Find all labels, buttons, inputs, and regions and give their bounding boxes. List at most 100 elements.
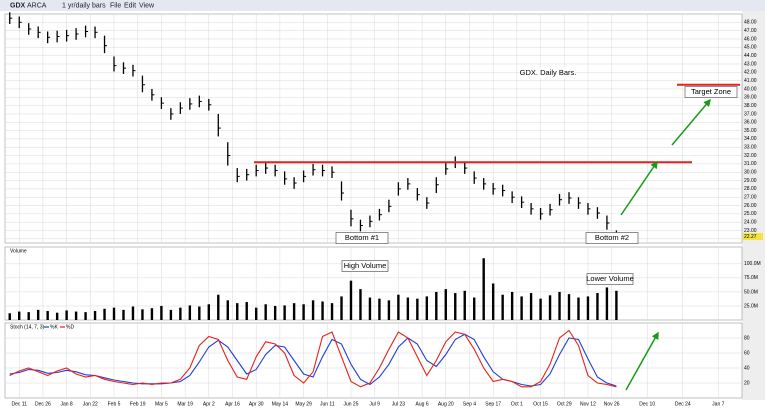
exchange-menu[interactable]: ARCA — [27, 2, 47, 9]
volume-bar — [188, 305, 192, 320]
x-tick-label: Jul 9 — [369, 401, 380, 407]
x-tick-label: Jan 8 — [60, 401, 72, 407]
y-tick-label: 20 — [744, 380, 750, 386]
x-tick-label: Nov 12 — [580, 401, 596, 407]
arrow — [625, 331, 659, 391]
volume-bar — [577, 297, 580, 320]
volume-bar — [586, 296, 590, 320]
annotation-box — [585, 232, 639, 244]
y-tick-label: 27.00 — [744, 195, 757, 201]
annotation: Lower Volume — [586, 274, 634, 283]
volume-bar — [529, 293, 533, 320]
volume-bar — [558, 291, 561, 320]
volume-bar — [387, 300, 391, 320]
last-price: 22.27 — [744, 234, 757, 240]
stoch-line — [9, 329, 617, 388]
volume-bar — [150, 308, 154, 320]
volume-bar — [198, 306, 201, 320]
volume-bar — [311, 300, 315, 320]
annotation-box — [684, 86, 738, 98]
x-tick-label: Sep 17 — [485, 401, 501, 407]
toolbar-items: GDX ARCA 1 yr/daily bars File Edit View — [10, 2, 155, 9]
x-tick-label: Feb 5 — [108, 401, 121, 407]
x-tick-label: Aug 20 — [438, 401, 454, 407]
symbol-menu[interactable]: GDX — [10, 2, 26, 9]
y-tick-label: 75.0M — [744, 275, 758, 281]
volume-bar — [444, 289, 447, 320]
volume-bar — [169, 309, 173, 320]
stoch-line — [9, 333, 617, 387]
y-tick-label: 80 — [744, 335, 750, 341]
arrow — [671, 98, 711, 146]
y-tick-label: 50.0M — [744, 289, 758, 295]
volume-bar — [425, 296, 429, 320]
x-tick-label: Oct 1 — [511, 401, 523, 407]
volume-bar — [454, 293, 457, 320]
volume-bar — [179, 307, 182, 320]
x-tick-label: Oct 29 — [557, 401, 572, 407]
volume-bar — [122, 309, 125, 320]
volume-bar — [368, 297, 372, 320]
x-tick-label: Jan 7 — [712, 401, 724, 407]
volume-bar — [330, 303, 334, 320]
x-tick-label: Apr 30 — [249, 401, 264, 407]
x-tick-label: May 29 — [295, 401, 312, 407]
volume-bar — [46, 311, 49, 320]
y-tick-label: 29.00 — [744, 178, 757, 184]
volume-bar — [349, 280, 353, 320]
y-tick-label: 32.00 — [744, 153, 757, 159]
volume-bar — [302, 304, 305, 320]
volume-bar — [501, 294, 504, 320]
x-tick-label: Dec 11 — [11, 401, 27, 407]
y-tick-label: 25.00 — [744, 211, 757, 217]
volume-bar — [273, 305, 277, 320]
volume-bar — [226, 300, 229, 320]
x-tick-label: Dec 26 — [35, 401, 51, 407]
x-tick-label: Mar 5 — [155, 401, 168, 407]
annotation-box — [341, 260, 389, 272]
volume-bar — [463, 290, 466, 320]
panel-title: Volume — [10, 248, 27, 254]
volume-bar — [473, 297, 476, 320]
y-tick-label: 28.00 — [744, 186, 757, 192]
y-tick-label: 35.00 — [744, 128, 757, 134]
volume-bar — [596, 293, 599, 320]
x-tick-label: Dec 10 — [639, 401, 655, 407]
axis-strip — [742, 0, 765, 400]
volume-bar — [254, 307, 258, 320]
y-tick-label: 24.00 — [744, 220, 757, 226]
volume-bar — [131, 306, 135, 320]
y-tick-label: 33.00 — [744, 145, 757, 151]
x-tick-label: Jun 11 — [320, 401, 335, 407]
y-tick-label: 31.00 — [744, 161, 757, 167]
volume-bar — [236, 303, 239, 320]
volume-bar — [520, 296, 523, 320]
y-tick-label: 30.00 — [744, 170, 757, 176]
volume-bar — [103, 308, 106, 320]
volume-bar — [93, 311, 97, 320]
edit-menu[interactable]: Edit — [124, 2, 136, 9]
volume-bar — [245, 302, 248, 320]
view-menu[interactable]: View — [139, 2, 155, 9]
volume-bar — [491, 283, 495, 320]
x-tick-label: Dec 24 — [675, 401, 691, 407]
volume-bar — [84, 312, 87, 320]
y-tick-label: 41.00 — [744, 78, 757, 84]
volume-bar — [8, 313, 11, 320]
file-menu[interactable]: File — [110, 2, 121, 9]
legend-label: %D — [66, 324, 74, 330]
y-tick-label: 60 — [744, 350, 750, 356]
y-tick-label: 34.00 — [744, 136, 757, 142]
period-menu[interactable]: 1 yr/daily bars — [62, 2, 106, 9]
volume-bar — [482, 258, 485, 320]
x-tick-label: Jun 25 — [343, 401, 358, 407]
volume-bar — [18, 311, 21, 320]
annotation-box — [522, 67, 574, 79]
volume-bar — [264, 304, 267, 320]
volume-bar — [283, 305, 286, 320]
x-tick-label: Mar 19 — [177, 401, 193, 407]
y-tick-label: 23.00 — [744, 228, 757, 234]
volume-bar — [605, 287, 609, 320]
